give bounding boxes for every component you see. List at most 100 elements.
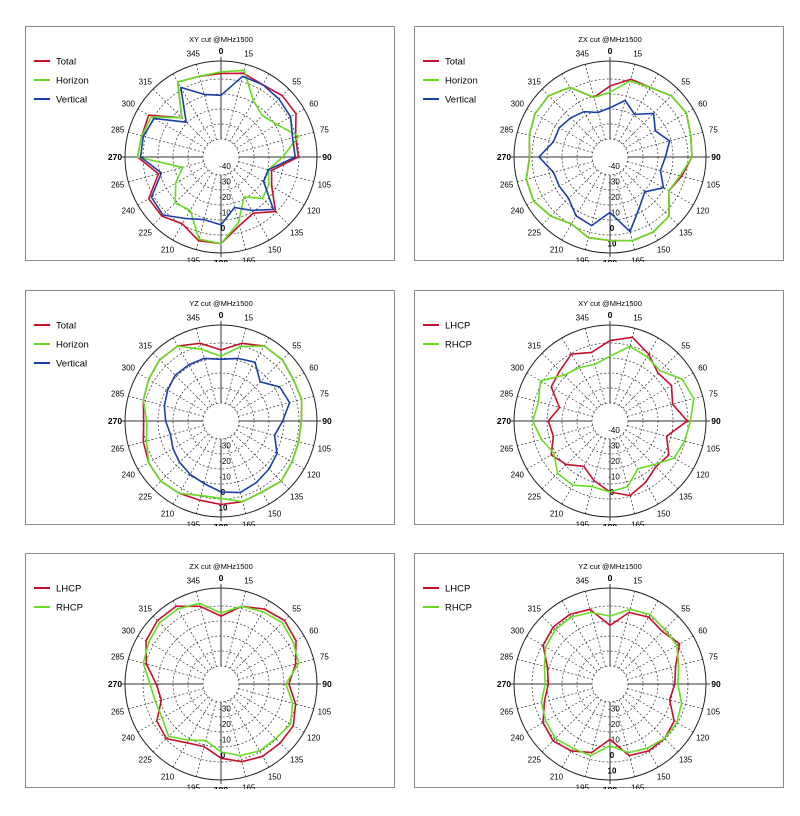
angle-label: 270 (108, 679, 122, 689)
chart-title: ZX cut @MHz1500 (189, 562, 252, 571)
angle-label: 15 (244, 50, 253, 59)
angle-label: 300 (122, 627, 136, 636)
polar-grid (121, 584, 321, 784)
series-line-horizon (136, 69, 300, 245)
grid-spoke (128, 658, 204, 680)
grid-spoke (614, 174, 636, 250)
angle-label: 210 (161, 773, 175, 782)
legend-entry: RHCP (445, 603, 472, 614)
grid-spoke (541, 433, 598, 490)
grid-spoke (622, 433, 679, 490)
grid-spoke (225, 328, 247, 404)
angle-label: 55 (681, 341, 690, 350)
grid-spoke (622, 696, 679, 753)
grid-spoke (622, 615, 679, 672)
grid-spoke (526, 635, 595, 676)
angle-label: 0 (219, 573, 224, 583)
legend-entry: RHCP (445, 340, 472, 351)
grid-spoke (526, 108, 595, 149)
angle-label: 225 (139, 493, 153, 502)
angle-label: 105 (707, 445, 721, 454)
polar-chart-svg: ZX cut @MHz1500 0 15 55 60 75 90 105 120 135 150 16… (423, 35, 721, 262)
angle-label: 300 (122, 364, 136, 373)
grid-spoke (627, 658, 703, 680)
angle-label: 60 (698, 627, 707, 636)
grid-spoke (238, 425, 314, 447)
angle-label: 15 (244, 577, 253, 586)
grid-spoke (625, 165, 694, 206)
grid-spoke (128, 161, 204, 183)
chart-title: XY cut @MHz1500 (578, 299, 642, 308)
angle-label: 55 (292, 341, 301, 350)
polar-chart-svg: XY cut @MHz1500 0 15 55 60 75 90 105 120 135 150 16… (34, 35, 332, 262)
angle-label: 135 (679, 493, 693, 502)
grid-spoke (614, 438, 636, 514)
grid-spoke (625, 108, 694, 149)
grid-spoke (152, 88, 209, 145)
radial-label: -10 (219, 209, 231, 218)
grid-spoke (172, 172, 213, 241)
angle-label: 345 (576, 577, 590, 586)
angle-label: 60 (309, 364, 318, 373)
chart-title: ZX cut @MHz1500 (578, 35, 641, 44)
angle-label: 240 (122, 734, 136, 743)
angle-label: 120 (307, 207, 321, 216)
legend-entry: Total (56, 57, 76, 68)
angle-label: 195 (187, 256, 201, 262)
grid-spoke (233, 169, 290, 226)
radial-label: -30 (608, 705, 620, 714)
legend-entry: Horizon (56, 340, 89, 351)
angle-label: 55 (681, 77, 690, 86)
angle-label: 60 (309, 100, 318, 109)
grid-spoke (152, 433, 209, 490)
series-line-vertical (163, 357, 291, 494)
angle-label: 210 (161, 246, 175, 255)
angle-label: 75 (709, 652, 718, 661)
grid-spoke (152, 615, 209, 672)
grid-spoke (618, 73, 659, 142)
angle-label: 225 (528, 493, 542, 502)
grid-spoke (526, 372, 595, 413)
radial-label: -30 (608, 442, 620, 451)
legend-entry: LHCP (445, 321, 470, 332)
grid-spoke (236, 429, 305, 470)
series-line-lhcp (542, 608, 681, 757)
angle-label: 120 (307, 734, 321, 743)
angle-label: 0 (219, 310, 224, 320)
angle-label: 135 (679, 229, 693, 238)
legend-entry: Vertical (56, 95, 87, 106)
angle-label: 210 (550, 510, 564, 519)
angle-label: 105 (707, 708, 721, 717)
polar-grid (510, 57, 710, 257)
angle-label: 180 (603, 522, 617, 526)
grid-spoke (128, 395, 204, 417)
radial-label: -20 (608, 193, 620, 202)
grid-circle (202, 665, 240, 703)
grid-spoke (128, 688, 204, 710)
grid-spoke (526, 429, 595, 470)
radial-label: -10 (608, 736, 620, 745)
angle-label: 90 (322, 679, 332, 689)
angle-label: 60 (698, 100, 707, 109)
series-line-rhcp (540, 608, 683, 757)
angle-label: 285 (500, 125, 514, 134)
angle-label: 300 (511, 364, 525, 373)
angle-label: 90 (711, 152, 721, 162)
angle-label: 15 (244, 314, 253, 323)
radial-label: -20 (608, 720, 620, 729)
grid-spoke (618, 172, 659, 241)
angle-label: 265 (500, 445, 514, 454)
angle-label: 90 (711, 679, 721, 689)
angle-label: 210 (550, 246, 564, 255)
grid-spoke (584, 328, 606, 404)
angle-label: 150 (657, 510, 671, 519)
grid-spoke (233, 615, 290, 672)
angle-label: 195 (187, 783, 201, 789)
angle-label: 315 (139, 604, 153, 613)
grid-spoke (152, 352, 209, 409)
grid-spoke (541, 696, 598, 753)
radial-label: -20 (219, 720, 231, 729)
grid-spoke (561, 73, 602, 142)
radial-label: -40 (219, 162, 231, 171)
radial-label: 10 (608, 767, 617, 776)
